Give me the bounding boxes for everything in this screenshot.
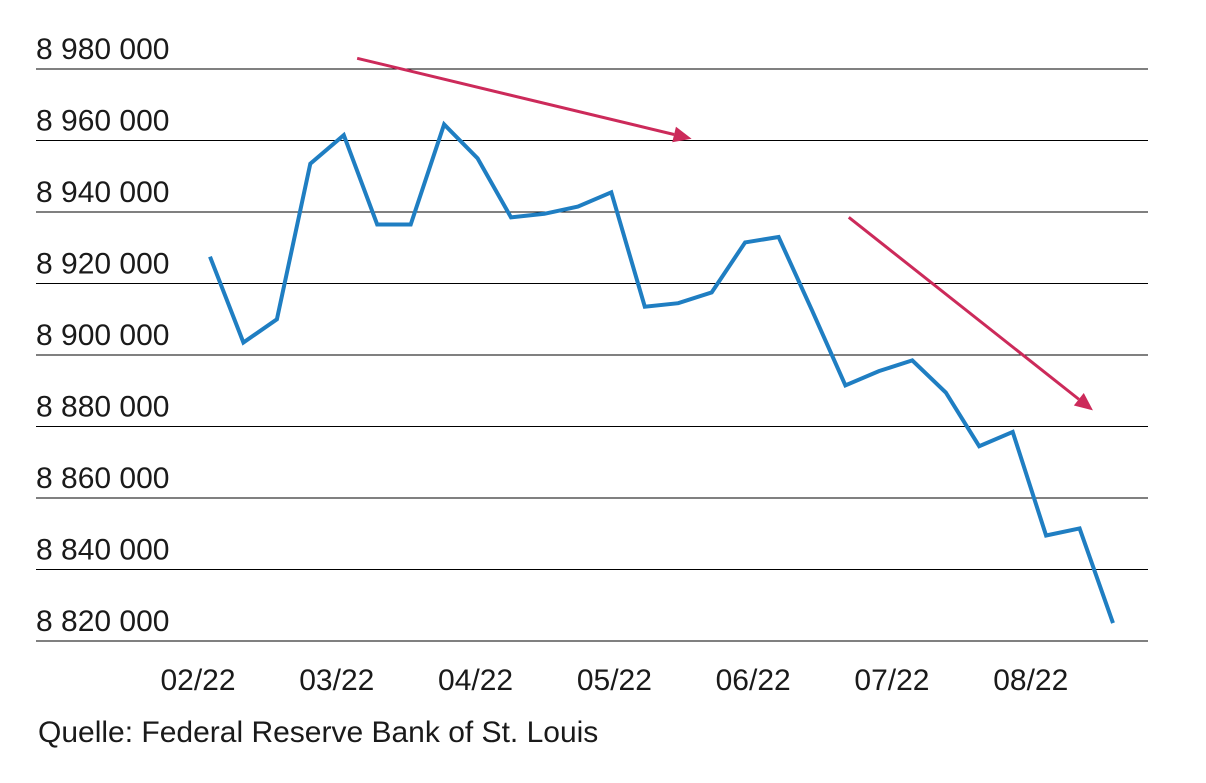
x-axis-tick-labels: 02/22 03/22 04/22 05/22 06/22 07/22 08/22	[160, 664, 1068, 697]
y-tick-label: 8 960 000	[36, 105, 169, 138]
trend-arrow	[847, 216, 1093, 411]
y-tick-label: 8 900 000	[36, 319, 169, 352]
y-tick-label: 8 920 000	[36, 248, 169, 281]
trend-arrow	[356, 56, 692, 143]
x-tick-label: 05/22	[577, 664, 652, 697]
x-tick-label: 08/22	[993, 664, 1068, 697]
y-tick-label: 8 880 000	[36, 391, 169, 424]
trend-arrows	[356, 56, 1093, 411]
x-tick-label: 02/22	[160, 664, 235, 697]
series-layer	[208, 120, 1115, 624]
series-line	[208, 120, 1115, 624]
x-tick-label: 04/22	[438, 664, 513, 697]
y-tick-label: 8 840 000	[36, 534, 169, 567]
y-tick-label: 8 940 000	[36, 176, 169, 209]
x-tick-label: 06/22	[716, 664, 791, 697]
y-axis-tick-labels: 8 820 000 8 840 000 8 860 000 8 880 000 8 90…	[36, 33, 169, 638]
y-tick-label: 8 820 000	[36, 605, 169, 638]
y-tick-label: 8 860 000	[36, 462, 169, 495]
y-tick-label: 8 980 000	[36, 33, 169, 66]
x-tick-label: 03/22	[299, 664, 374, 697]
source-note: Quelle: Federal Reserve Bank of St. Loui…	[38, 716, 599, 749]
x-tick-label: 07/22	[854, 664, 929, 697]
gridlines	[36, 68, 1148, 642]
